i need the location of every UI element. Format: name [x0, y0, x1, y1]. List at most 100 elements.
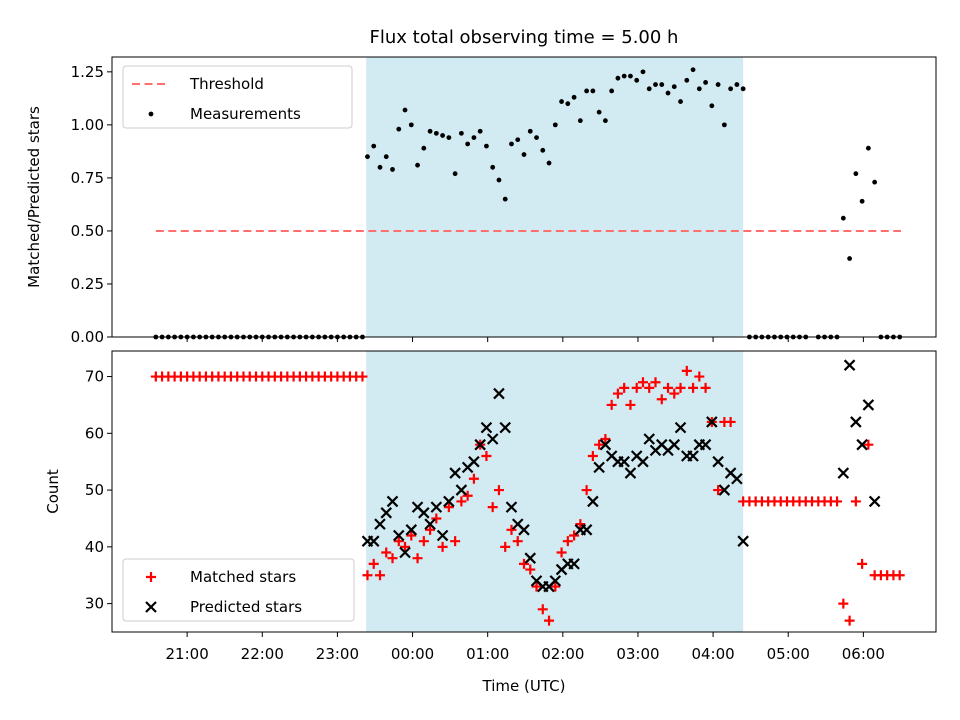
data-point	[480, 421, 493, 434]
data-point	[709, 103, 715, 109]
data-point	[436, 529, 449, 542]
data-point	[367, 535, 380, 547]
data-point	[847, 256, 852, 261]
data-point	[487, 502, 498, 513]
data-point	[374, 518, 386, 530]
data-point	[696, 86, 702, 92]
x-tick-label: 04:00	[691, 645, 734, 663]
data-point	[740, 86, 746, 92]
data-point	[590, 88, 596, 94]
y-tick-label: 0.50	[71, 222, 104, 240]
data-point	[575, 519, 586, 530]
data-point	[400, 541, 411, 552]
data-point	[486, 433, 499, 445]
x-tick-label: 22:00	[241, 645, 284, 663]
data-point	[402, 107, 408, 113]
data-point	[512, 536, 523, 547]
data-point	[424, 518, 436, 530]
data-point	[421, 145, 427, 151]
data-point	[518, 524, 530, 536]
data-point	[840, 215, 846, 221]
data-point	[443, 495, 455, 508]
data-point	[650, 377, 661, 388]
legend-box	[122, 65, 353, 129]
series-predicted-stars	[361, 359, 881, 593]
data-point	[408, 122, 414, 128]
data-point	[699, 438, 712, 451]
data-point	[509, 141, 514, 147]
data-point	[728, 86, 734, 92]
data-point	[425, 524, 436, 535]
data-point	[621, 73, 627, 79]
data-point	[406, 530, 417, 541]
data-point	[659, 82, 665, 87]
data-point	[552, 122, 558, 128]
data-point	[665, 90, 671, 96]
data-point	[872, 179, 878, 185]
data-point	[374, 570, 385, 581]
x-tick-label: 01:00	[466, 645, 509, 663]
data-point	[577, 118, 583, 124]
data-point	[663, 382, 674, 393]
data-point	[644, 382, 655, 393]
data-point	[493, 485, 504, 496]
legend-swatch	[145, 601, 157, 613]
data-point	[549, 575, 562, 587]
data-point	[377, 164, 383, 170]
y-tick-label: 40	[85, 538, 104, 556]
x-tick-label: 23:00	[316, 645, 359, 663]
x-tick-label: 03:00	[616, 645, 659, 663]
legend-entry: Predicted stars	[190, 598, 302, 616]
data-point	[449, 467, 461, 479]
data-point	[524, 552, 537, 564]
data-point	[521, 152, 527, 157]
data-point	[380, 507, 393, 519]
legend-swatch	[146, 572, 156, 582]
data-point	[458, 130, 464, 136]
data-point	[418, 507, 430, 519]
axes-frame	[111, 350, 937, 633]
data-point	[571, 94, 577, 100]
data-point	[619, 382, 630, 393]
data-point	[669, 388, 680, 399]
data-point	[863, 439, 874, 450]
data-point	[637, 455, 649, 468]
data-point	[687, 450, 699, 462]
data-point	[431, 513, 442, 524]
data-point	[731, 472, 743, 485]
data-point	[580, 524, 593, 536]
data-point	[690, 67, 696, 73]
data-point	[386, 495, 399, 508]
data-point	[637, 377, 648, 388]
data-point	[357, 371, 368, 382]
data-point	[527, 128, 533, 134]
data-point	[443, 502, 454, 513]
legend-entry: Matched stars	[190, 568, 296, 586]
data-point	[390, 167, 395, 172]
data-point	[368, 558, 379, 569]
data-point	[668, 438, 681, 451]
data-point	[653, 82, 658, 87]
data-point	[468, 473, 479, 484]
data-point	[594, 439, 605, 450]
count-panel: 30 40 50 60 70 21:00 22:00 23:00 00:00 01:00 02:00…	[44, 350, 937, 663]
data-point	[599, 438, 612, 451]
data-point	[519, 558, 529, 569]
data-point	[684, 77, 690, 83]
data-point	[718, 484, 731, 496]
data-point	[481, 451, 492, 462]
data-point	[456, 496, 467, 507]
data-point	[525, 564, 536, 575]
data-point	[628, 73, 633, 79]
y-axis-label: Count	[44, 469, 62, 514]
data-point	[615, 75, 621, 81]
data-point	[515, 137, 521, 143]
y-tick-label: 70	[85, 368, 104, 386]
data-point	[865, 145, 871, 151]
data-point	[468, 455, 480, 468]
data-point	[381, 547, 392, 558]
data-point	[894, 570, 905, 581]
data-point	[446, 135, 452, 141]
data-point	[832, 496, 843, 507]
